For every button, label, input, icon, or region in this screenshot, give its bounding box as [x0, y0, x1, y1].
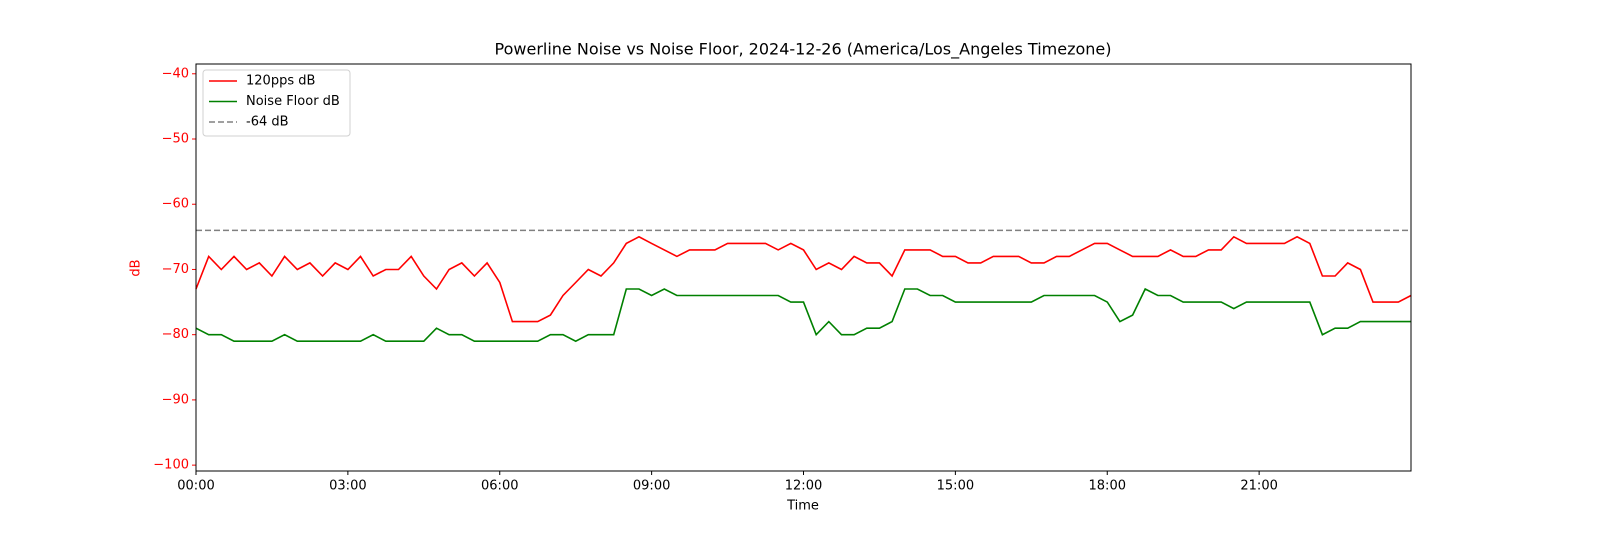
legend-box	[202, 69, 351, 137]
data-line	[195, 287, 1411, 343]
y-tick-label: −40	[162, 66, 189, 81]
legend-label: 120pps dB	[246, 74, 315, 89]
legend-label: Noise Floor dB	[246, 94, 340, 109]
plot-frame	[195, 63, 1412, 472]
x-axis-label: Time	[786, 499, 819, 514]
data-line	[195, 235, 1412, 323]
x-tick-label: 06:00	[481, 479, 518, 494]
y-tick-label: −100	[153, 458, 189, 473]
y-tick-label: −90	[162, 392, 189, 407]
y-axis-label: dB	[129, 259, 144, 276]
y-tick-label: −60	[162, 197, 189, 212]
x-tick-label: 15:00	[937, 479, 974, 494]
y-tick-label: −80	[162, 327, 189, 342]
x-tick-label: 18:00	[1089, 479, 1126, 494]
x-tick-label: 12:00	[785, 479, 822, 494]
chart-title: Powerline Noise vs Noise Floor, 2024-12-…	[495, 40, 1112, 60]
legend-label: -64 dB	[246, 115, 289, 130]
x-tick-label: 21:00	[1240, 479, 1277, 494]
x-tick-label: 03:00	[329, 479, 366, 494]
x-tick-label: 00:00	[177, 479, 214, 494]
x-tick-label: 09:00	[633, 479, 670, 494]
y-tick-label: −70	[162, 262, 189, 277]
y-tick-label: −50	[162, 132, 189, 147]
